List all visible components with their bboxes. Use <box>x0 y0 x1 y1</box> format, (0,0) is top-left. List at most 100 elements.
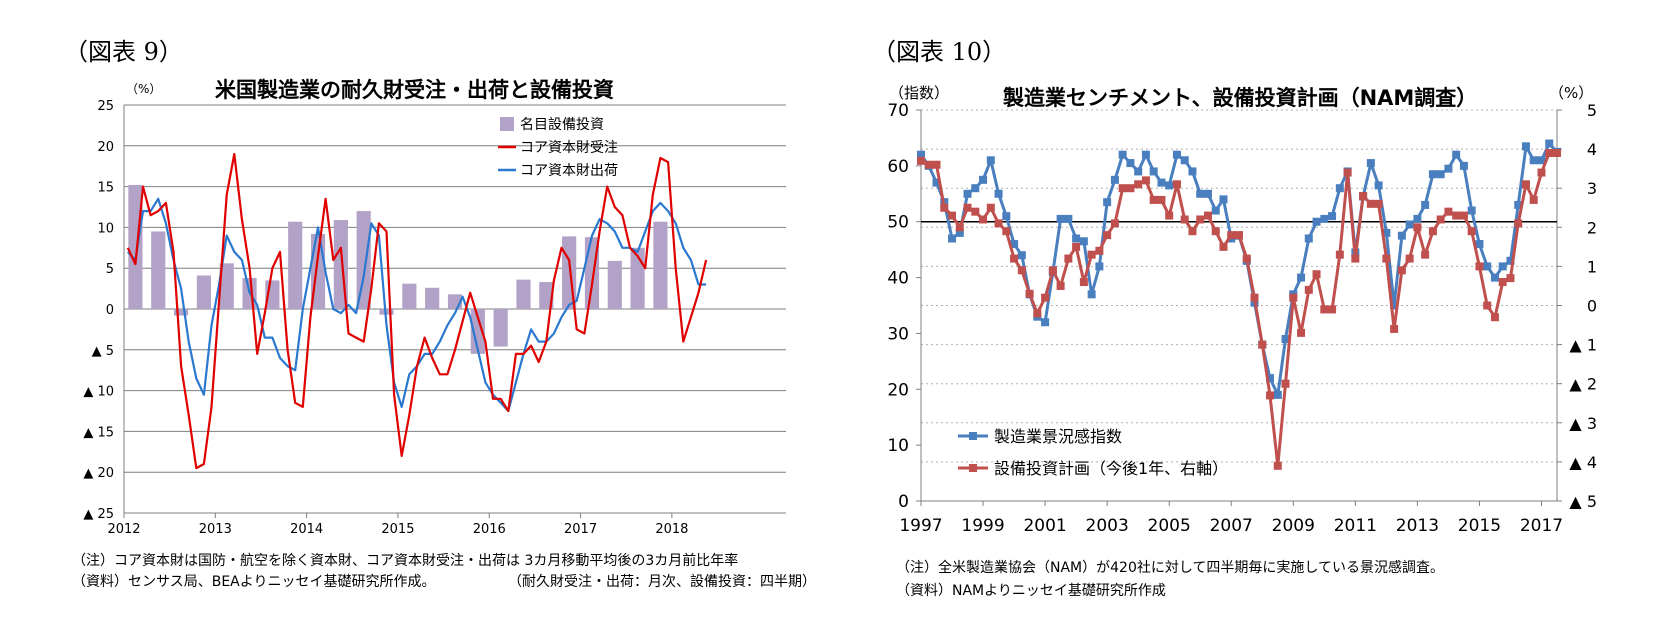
investment-bar <box>128 184 143 309</box>
capex-marker <box>1103 231 1112 240</box>
capex-marker <box>1351 254 1360 263</box>
x-tick-label: 2001 <box>1023 516 1066 536</box>
sentiment-marker <box>1126 159 1135 168</box>
sentiment-marker <box>1072 234 1081 243</box>
legend-marker-sentiment <box>969 432 977 440</box>
sentiment-marker <box>1459 161 1468 170</box>
sentiment-marker <box>1428 170 1437 179</box>
x-tick-label: 2014 <box>290 522 323 537</box>
figure9-source: （資料）センサス局、BEAよりニッセイ基礎研究所作成。 <box>72 574 436 590</box>
y-tick-label: 5 <box>106 262 114 277</box>
left-tick-label: 0 <box>898 492 909 512</box>
sentiment-marker <box>1382 228 1391 237</box>
sentiment-marker <box>1095 262 1104 271</box>
capex-marker <box>1118 184 1127 193</box>
capex-marker <box>1141 176 1150 185</box>
capex-marker <box>1281 379 1290 388</box>
sentiment-marker <box>1545 139 1554 148</box>
capex-marker <box>1390 324 1399 333</box>
sentiment-marker <box>1506 256 1515 265</box>
capex-marker <box>1436 215 1445 224</box>
sentiment-marker <box>1110 175 1119 184</box>
sentiment-marker <box>1436 170 1445 179</box>
sentiment-marker <box>1010 240 1019 249</box>
capex-line <box>920 151 1557 468</box>
capex-marker <box>1421 250 1430 259</box>
sentiment-marker <box>1537 156 1546 165</box>
sentiment-marker <box>1064 214 1073 223</box>
capex-marker <box>1227 231 1236 240</box>
right-tick-label: 2 <box>1587 218 1597 237</box>
capex-marker <box>1483 301 1492 310</box>
capex-marker <box>1343 168 1352 177</box>
sentiment-marker <box>1328 212 1337 221</box>
investment-bar <box>379 309 394 315</box>
investment-bar <box>402 283 417 309</box>
orders-line <box>126 152 708 470</box>
figure10-title: 製造業センチメント、設備投資計画（NAM調査） <box>1003 86 1478 110</box>
sentiment-marker <box>1196 189 1205 198</box>
capex-marker <box>963 203 972 212</box>
left-tick-label: 70 <box>887 101 909 121</box>
sentiment-marker <box>979 175 988 184</box>
capex-marker <box>1374 199 1383 208</box>
capex-marker <box>1126 184 1135 193</box>
sentiment-marker <box>1165 181 1174 190</box>
x-tick-label: 2011 <box>1334 516 1377 536</box>
sentiment-marker <box>917 150 925 159</box>
capex-marker <box>1459 211 1468 220</box>
capex-marker <box>1545 149 1554 158</box>
capex-marker <box>986 203 995 212</box>
sentiment-marker <box>932 178 941 187</box>
left-axis-unit: （指数） <box>889 84 949 102</box>
capex-marker <box>1064 254 1073 263</box>
capex-marker <box>1072 242 1081 251</box>
capex-marker <box>1087 250 1096 259</box>
y-tick-label: ▲ 10 <box>83 385 114 400</box>
capex-marker <box>1297 328 1306 337</box>
capex-marker <box>1382 254 1391 263</box>
x-tick-label: 2005 <box>1148 516 1191 536</box>
sentiment-marker <box>1475 240 1484 249</box>
capex-marker <box>1203 211 1212 220</box>
capex-marker <box>1444 207 1453 216</box>
investment-bar <box>539 282 554 309</box>
y-tick-label: 0 <box>106 303 114 318</box>
sentiment-marker <box>1490 273 1499 282</box>
sentiment-marker <box>948 234 957 243</box>
sentiment-marker <box>963 189 972 198</box>
capex-marker <box>1250 293 1259 302</box>
sentiment-marker <box>1157 178 1166 187</box>
investment-bar <box>493 309 508 347</box>
legend-swatch-investment <box>500 117 514 131</box>
capex-marker <box>994 219 1003 228</box>
sentiment-marker <box>1087 290 1096 299</box>
capex-marker <box>979 215 988 224</box>
y-tick-label: ▲ 5 <box>92 344 114 359</box>
sentiment-marker <box>1297 273 1306 282</box>
capex-marker <box>1010 254 1019 263</box>
capex-marker <box>1498 278 1507 287</box>
y-tick-label: ▲ 15 <box>83 425 114 440</box>
figure10-source: （資料）NAMよりニッセイ基礎研究所作成 <box>896 583 1166 599</box>
sentiment-marker <box>1304 234 1313 243</box>
capex-marker <box>1328 305 1337 314</box>
figure9-label: （図表 9） <box>64 38 183 66</box>
capex-marker <box>1514 219 1523 228</box>
legend-label-capex: 設備投資計画（今後1年、右軸） <box>994 459 1228 478</box>
x-tick-label: 2013 <box>199 522 232 537</box>
capex-marker <box>1033 309 1042 318</box>
investment-bar <box>173 309 189 316</box>
capex-marker <box>1258 340 1267 349</box>
sentiment-marker <box>1366 159 1375 168</box>
investment-bar <box>219 263 234 309</box>
legend-label-shipments: コア資本財出荷 <box>520 163 618 179</box>
y-tick-label: ▲ 25 <box>83 507 114 522</box>
x-tick-label: 2009 <box>1272 516 1315 536</box>
investment-bar <box>356 211 371 309</box>
capex-marker <box>1467 227 1476 236</box>
left-tick-label: 30 <box>887 324 909 344</box>
sentiment-marker <box>1335 184 1344 193</box>
capex-marker <box>1134 180 1143 189</box>
